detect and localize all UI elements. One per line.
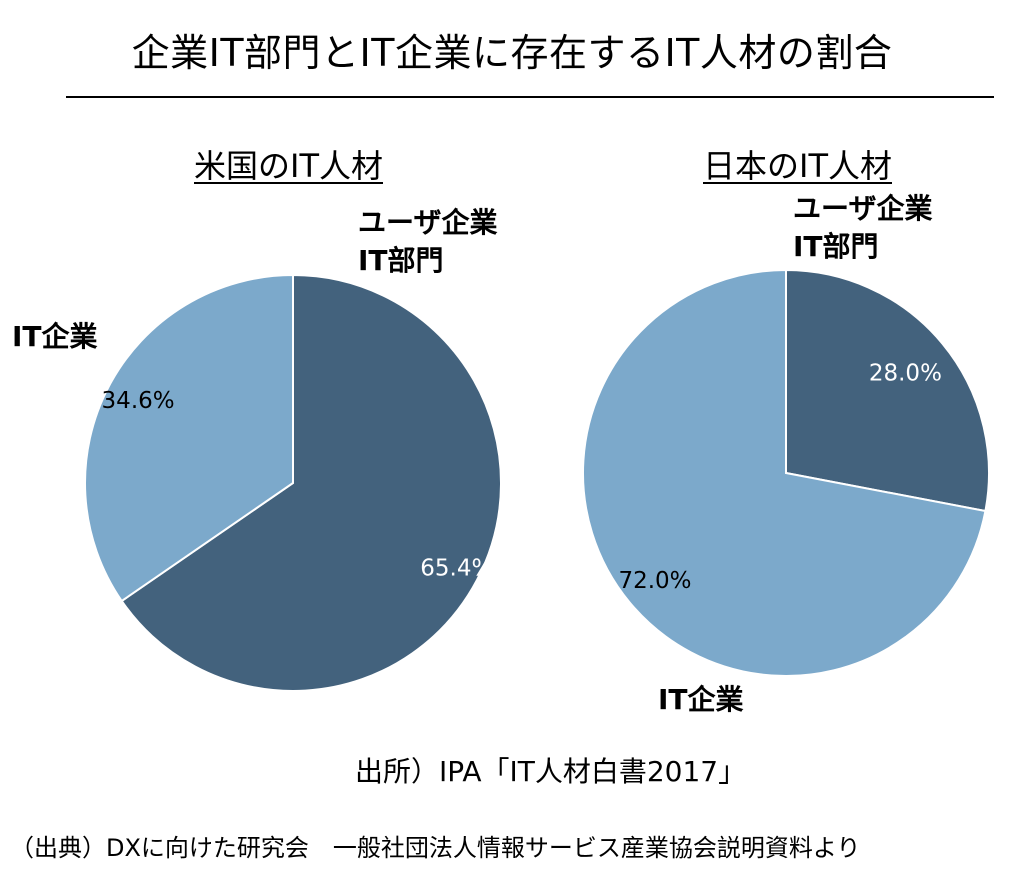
footnote: （出典）DXに向けた研究会 一般社団法人情報サービス産業協会説明資料より [10,834,861,862]
value-label-1-0: 28.0% [869,361,942,387]
pie-slice-1-0 [785,268,990,513]
pie-chart-jp: 28.0% 72.0% [581,268,990,677]
page-title: 企業IT部門とIT企業に存在するIT人材の割合 [131,31,893,75]
pie-slice-0-1 [84,273,294,603]
pie-chart-us: 65.4% 34.6% [84,273,502,692]
value-label-0-0: 65.4% [420,556,493,582]
category-label-line: IT部門 [358,244,444,277]
category-label-line: IT部門 [793,230,879,263]
category-label-line: ユーザ企業 [793,192,933,225]
category-label-user-it-jp: ユーザ企業 IT部門 [793,190,932,266]
value-label-0-1: 34.6% [102,388,175,414]
pie-slice-1-1 [581,268,987,677]
category-label-line: IT企業 [658,683,744,716]
category-label-user-it-us: ユーザ企業 IT部門 [358,204,497,280]
chart-title-us: 米国のIT人材 [194,147,383,185]
pie-slice-0-0 [120,273,502,692]
title-divider [66,96,994,98]
category-label-it-company-us: IT企業 [12,318,98,356]
category-label-it-company-jp: IT企業 [658,681,744,719]
chart-title-jp: 日本のIT人材 [703,147,892,185]
category-label-line: ユーザ企業 [358,206,498,239]
category-label-line: IT企業 [12,320,98,353]
source-note: 出所）IPA「IT人材白書2017」 [355,755,747,788]
value-label-1-1: 72.0% [618,568,691,594]
